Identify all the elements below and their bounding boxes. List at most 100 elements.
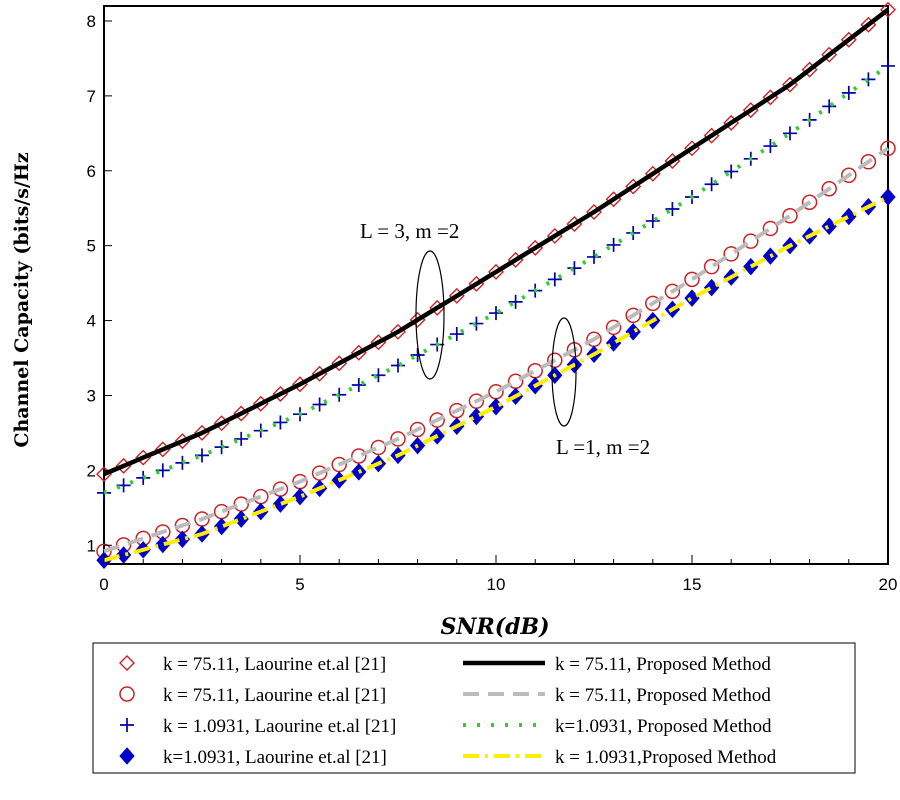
series-2-point bbox=[801, 194, 818, 210]
series-2-point bbox=[390, 431, 406, 447]
series-2-point bbox=[703, 258, 720, 275]
legend-label-left-1: k = 75.11, Laourine et.al [21] bbox=[163, 685, 386, 706]
series-6-point bbox=[292, 487, 308, 506]
series-4-point bbox=[469, 316, 484, 331]
y-tick-label: 6 bbox=[87, 162, 96, 181]
x-tick-label: 5 bbox=[295, 575, 304, 594]
series-4-point bbox=[449, 327, 464, 342]
annotation-l1-ellipse bbox=[551, 317, 577, 427]
annotation-l1: L =1, m =2 bbox=[556, 435, 650, 459]
series-6-point bbox=[605, 334, 622, 352]
series-2-point bbox=[664, 283, 681, 300]
legend-label-left-0: k = 75.11, Laourine et.al [21] bbox=[163, 654, 386, 675]
series-4-point bbox=[783, 126, 797, 141]
series-5-line bbox=[103, 64, 890, 495]
series-2-point bbox=[782, 207, 798, 224]
legend-layer: k = 75.11, Laourine et.al [21] k = 75.11,… bbox=[119, 654, 777, 768]
series-6-point bbox=[468, 407, 485, 426]
series-6-point bbox=[841, 207, 857, 226]
series-4-point bbox=[587, 249, 601, 264]
series-2-point bbox=[880, 140, 896, 157]
x-tick-label: 10 bbox=[487, 575, 506, 594]
series-2-point bbox=[488, 383, 504, 400]
annotation-l3-ellipse bbox=[415, 250, 445, 380]
series-6-point bbox=[625, 323, 641, 341]
legend-marker-1 bbox=[119, 686, 135, 702]
legend-label-right-2: k=1.0931, Proposed Method bbox=[555, 716, 772, 737]
legend-label-left-2: k = 1.0931, Laourine et.al [21] bbox=[163, 716, 396, 737]
y-tick-label: 4 bbox=[87, 312, 96, 331]
series-2-point bbox=[645, 295, 661, 312]
legend-label-left-3: k=1.0931, Laourine et.al [21] bbox=[163, 747, 387, 768]
series-6-point bbox=[684, 289, 700, 307]
x-tick-label: 15 bbox=[683, 575, 702, 594]
series-4-point bbox=[861, 72, 876, 87]
series-4-point bbox=[665, 201, 680, 216]
x-axis-title: SNR(dB) bbox=[440, 614, 549, 640]
series-4-point bbox=[175, 455, 190, 470]
series-6-point bbox=[880, 188, 896, 206]
series-2-point bbox=[429, 412, 445, 428]
series-4-point bbox=[312, 397, 327, 412]
y-tick-label: 1 bbox=[87, 536, 96, 555]
x-tick-label: 0 bbox=[99, 575, 108, 594]
series-1-line bbox=[103, 7, 890, 477]
annotation-l3: L = 3, m =2 bbox=[360, 219, 459, 243]
series-4-point bbox=[371, 368, 386, 383]
series-4-point bbox=[97, 485, 111, 500]
series-layer bbox=[96, 1, 896, 570]
series-6-point bbox=[703, 278, 720, 297]
series-2-point bbox=[841, 167, 857, 184]
series-4-point bbox=[489, 306, 503, 321]
series-2-point bbox=[409, 421, 426, 438]
series-0-point bbox=[880, 1, 896, 18]
legend-marker-2 bbox=[120, 718, 134, 732]
y-axis-title: Channel Capacity (bits/s/Hz bbox=[11, 152, 33, 448]
series-3-line bbox=[103, 146, 890, 554]
series-4-point bbox=[136, 470, 151, 485]
y-tick-label: 2 bbox=[87, 461, 96, 480]
series-4-point bbox=[351, 377, 366, 392]
series-4-point bbox=[822, 99, 837, 114]
legend-marker-0 bbox=[119, 655, 135, 671]
ticks-layer: 0 5 10 15 20 1 2 3 4 5 6 7 8 bbox=[87, 12, 898, 594]
series-2-point bbox=[821, 181, 837, 197]
series-7-line bbox=[103, 195, 889, 563]
series-4-point bbox=[645, 213, 660, 228]
series-4-point bbox=[881, 58, 895, 73]
series-4-point bbox=[606, 237, 621, 252]
series-2-point bbox=[860, 154, 877, 170]
series-2-point bbox=[723, 246, 739, 262]
legend-marker-3 bbox=[119, 747, 135, 765]
series-6-point bbox=[821, 217, 837, 235]
series-4-point bbox=[391, 358, 405, 373]
series-2-point bbox=[370, 439, 387, 456]
series-4-point bbox=[841, 85, 856, 100]
series-4-point bbox=[410, 348, 425, 363]
series-4-point bbox=[763, 139, 778, 154]
series-2-point bbox=[684, 271, 700, 288]
series-4 bbox=[97, 58, 895, 500]
series-2 bbox=[96, 140, 896, 560]
series-4-point bbox=[567, 261, 582, 276]
y-tick-label: 3 bbox=[87, 386, 96, 405]
series-2-point bbox=[351, 448, 367, 464]
series-2-point bbox=[625, 307, 641, 324]
series-2-point bbox=[743, 233, 759, 249]
series-4-point bbox=[234, 431, 249, 446]
series-6-point bbox=[115, 546, 132, 564]
series-4-point bbox=[547, 272, 562, 287]
legend-label-right-1: k = 75.11, Proposed Method bbox=[555, 685, 771, 706]
x-tick-label: 20 bbox=[879, 575, 898, 594]
series-2-point bbox=[762, 220, 779, 237]
series-4-point bbox=[704, 177, 719, 192]
y-tick-label: 5 bbox=[87, 237, 96, 256]
series-4-point bbox=[724, 164, 739, 179]
series-4-point bbox=[508, 294, 523, 309]
y-tick-label: 7 bbox=[87, 87, 96, 106]
series-6-point bbox=[488, 397, 504, 416]
series-4-point bbox=[273, 415, 288, 430]
series-6 bbox=[96, 188, 896, 570]
y-tick-label: 8 bbox=[87, 12, 96, 31]
